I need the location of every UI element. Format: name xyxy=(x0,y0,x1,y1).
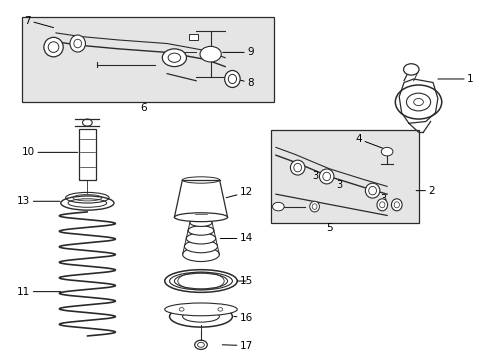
Ellipse shape xyxy=(44,37,63,57)
Circle shape xyxy=(82,119,92,126)
Text: 4: 4 xyxy=(355,134,386,150)
Text: 1: 1 xyxy=(437,74,472,84)
Circle shape xyxy=(200,46,221,62)
Bar xyxy=(79,129,96,180)
Bar xyxy=(270,130,418,222)
Text: 15: 15 xyxy=(237,276,252,286)
Text: 9: 9 xyxy=(223,48,253,57)
Ellipse shape xyxy=(186,233,215,244)
Ellipse shape xyxy=(365,183,379,198)
Circle shape xyxy=(272,202,284,211)
Text: 7: 7 xyxy=(24,15,53,28)
Bar xyxy=(22,17,273,102)
Ellipse shape xyxy=(184,240,217,253)
Circle shape xyxy=(406,93,430,111)
Ellipse shape xyxy=(182,247,219,261)
Circle shape xyxy=(162,49,186,67)
Text: 11: 11 xyxy=(17,287,61,297)
Text: 8: 8 xyxy=(234,77,253,87)
Text: 14: 14 xyxy=(220,234,252,243)
Bar xyxy=(188,33,197,40)
Ellipse shape xyxy=(391,199,401,211)
Text: 6: 6 xyxy=(140,103,146,113)
Ellipse shape xyxy=(319,169,333,184)
Ellipse shape xyxy=(188,226,213,235)
Text: 17: 17 xyxy=(222,341,252,351)
Ellipse shape xyxy=(174,213,227,222)
Text: 16: 16 xyxy=(233,312,252,323)
Ellipse shape xyxy=(182,177,219,183)
Text: 3: 3 xyxy=(379,194,385,204)
Ellipse shape xyxy=(224,71,240,87)
Text: 10: 10 xyxy=(22,147,78,157)
Polygon shape xyxy=(398,79,437,123)
Text: 3: 3 xyxy=(311,171,318,181)
Text: 5: 5 xyxy=(326,224,333,233)
Ellipse shape xyxy=(376,199,387,211)
Circle shape xyxy=(394,85,441,119)
Ellipse shape xyxy=(70,35,85,52)
Ellipse shape xyxy=(189,219,212,226)
Ellipse shape xyxy=(290,160,305,175)
Ellipse shape xyxy=(309,201,319,212)
Ellipse shape xyxy=(164,303,237,316)
Circle shape xyxy=(381,147,392,156)
Circle shape xyxy=(194,340,207,350)
Text: 13: 13 xyxy=(17,196,60,206)
Text: 2: 2 xyxy=(415,186,434,195)
Text: 12: 12 xyxy=(225,188,252,198)
Circle shape xyxy=(403,64,418,75)
Text: 3: 3 xyxy=(336,180,342,190)
